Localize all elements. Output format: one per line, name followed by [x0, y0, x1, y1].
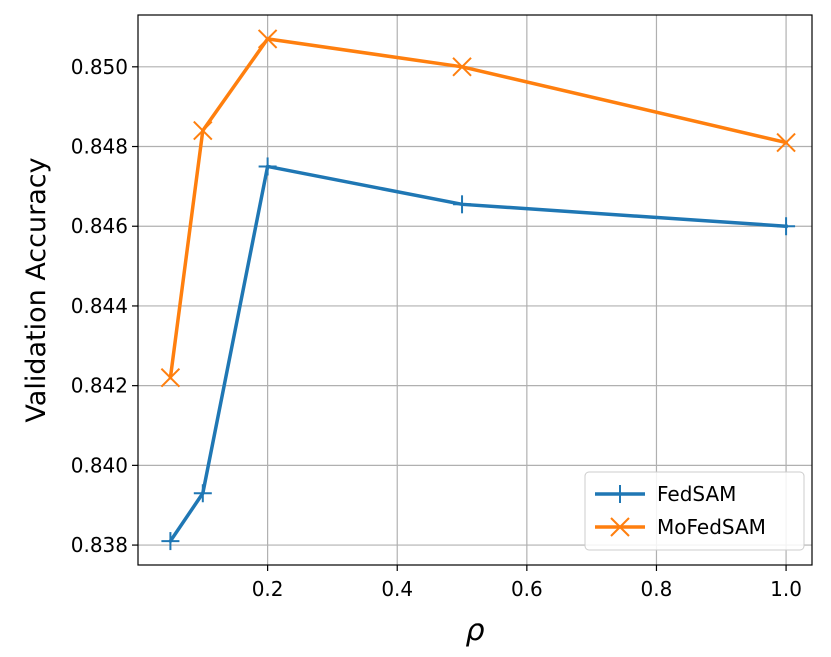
legend-label: FedSAM [657, 482, 736, 506]
mofedsam-point [193, 120, 213, 141]
ticks: 0.2 0.4 0.6 0.8 1.0 0.838 0.840 0.842 0.844 0.846… [71, 55, 802, 601]
legend-swatch-marker [610, 517, 630, 537]
x-axis-label: ρ [465, 613, 484, 648]
y-tick-label: 0.848 [71, 135, 128, 159]
legend-swatch-marker [611, 485, 629, 503]
grid [138, 15, 812, 565]
mofedsam-point [452, 57, 472, 77]
plot-frame [137, 14, 813, 566]
y-tick-label: 0.838 [71, 533, 128, 557]
legend-label: MoFedSAM [657, 515, 766, 539]
mofedsam-point [160, 367, 181, 388]
y-tick-label: 0.846 [71, 214, 128, 238]
y-tick-label: 0.842 [71, 374, 128, 398]
mofedsam-point [257, 29, 278, 49]
fedsam-point [453, 195, 472, 214]
fedsam-point [258, 157, 277, 176]
legend-box [584, 471, 805, 551]
series-group [160, 29, 796, 551]
x-tick-label: 0.4 [381, 577, 413, 601]
legend: FedSAM MoFedSAM [584, 471, 805, 551]
fedsam-point [193, 484, 212, 503]
x-tick-label: 0.6 [511, 577, 543, 601]
fedsam-point [777, 217, 796, 236]
x-tick-label: 0.2 [252, 577, 284, 601]
y-tick-label: 0.844 [71, 294, 128, 318]
legend-entry-fedsam: FedSAM [595, 482, 736, 506]
y-tick-label: 0.850 [71, 55, 128, 79]
y-axis-label: Validation Accuracy [21, 157, 52, 422]
legend-entry-mofedsam: MoFedSAM [595, 515, 766, 539]
y-tick-label: 0.840 [71, 453, 128, 477]
x-tick-label: 0.8 [641, 577, 673, 601]
fedsam-point [161, 532, 180, 551]
mofedsam-point [776, 132, 796, 153]
x-tick-label: 1.0 [770, 577, 802, 601]
